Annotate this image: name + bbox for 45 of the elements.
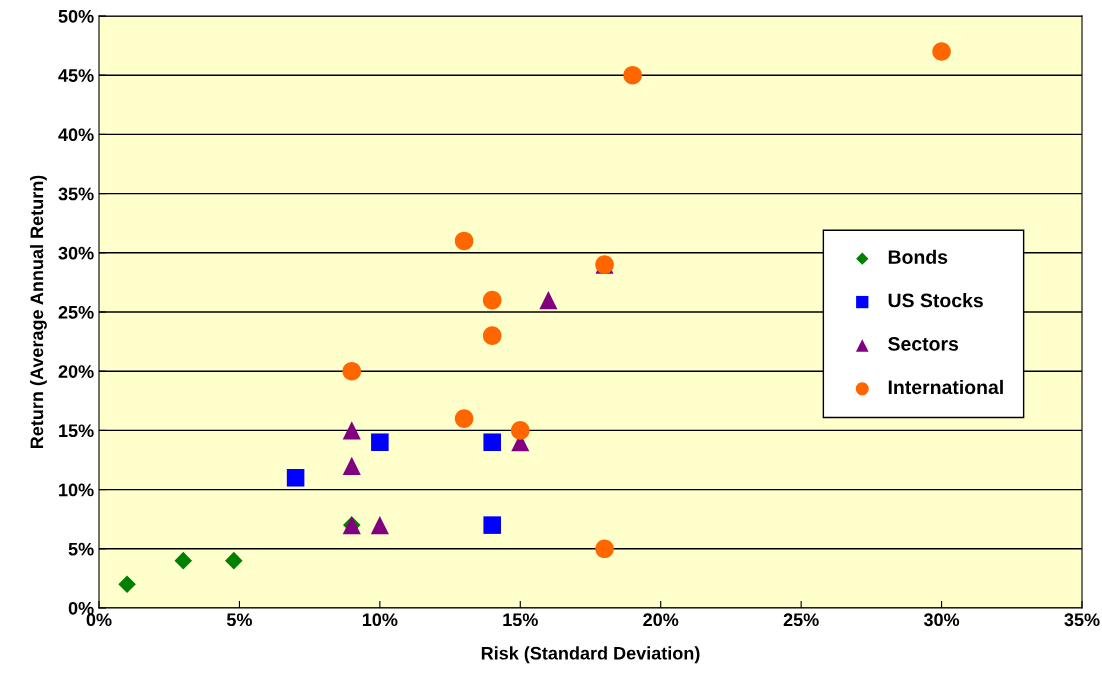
point [225,551,243,570]
point [482,326,502,345]
y-tick-label: 40% [58,128,94,142]
point [118,575,136,594]
point [482,290,502,310]
x-tick-label: 10% [362,613,398,627]
point [454,409,474,428]
point [454,231,474,251]
legend-label: US Stocks [888,293,983,308]
legend-label: International [888,379,1003,395]
point [370,516,389,535]
x-tick-label: 15% [503,613,538,627]
y-tick-label: 15% [59,424,94,438]
y-tick-label: 50% [58,9,94,23]
x-tick-label: 20% [643,613,679,627]
legend-label: Sectors [888,336,959,351]
point [286,468,305,487]
x-axis-title: Risk (Standard Deviation) [481,646,700,664]
legend-label: Bonds [888,249,948,264]
point [174,551,193,570]
point [342,361,362,381]
y-tick-label: 0% [68,601,94,615]
point [510,421,530,440]
point [539,291,558,310]
point [371,433,389,452]
point [932,42,951,61]
x-tick-label: 25% [783,613,819,627]
x-tick-label: 0% [86,613,112,627]
point [595,539,614,559]
y-tick-label: 35% [58,187,94,201]
point [623,65,642,85]
point [483,433,501,452]
point [342,456,361,475]
y-tick-label: 20% [58,365,94,378]
x-tick-label: 5% [226,613,252,627]
y-axis-title: Return (Average Annual Return) [29,175,47,449]
x-tick-label: 35% [1064,613,1100,627]
point [342,421,361,440]
y-tick-label: 10% [59,483,94,497]
point [483,516,501,534]
y-tick-label: 5% [68,542,94,556]
y-tick-label: 30% [58,246,94,260]
y-tick-label: 25% [58,305,94,319]
y-tick-label: 45% [58,69,94,82]
x-tick-label: 30% [923,613,960,627]
